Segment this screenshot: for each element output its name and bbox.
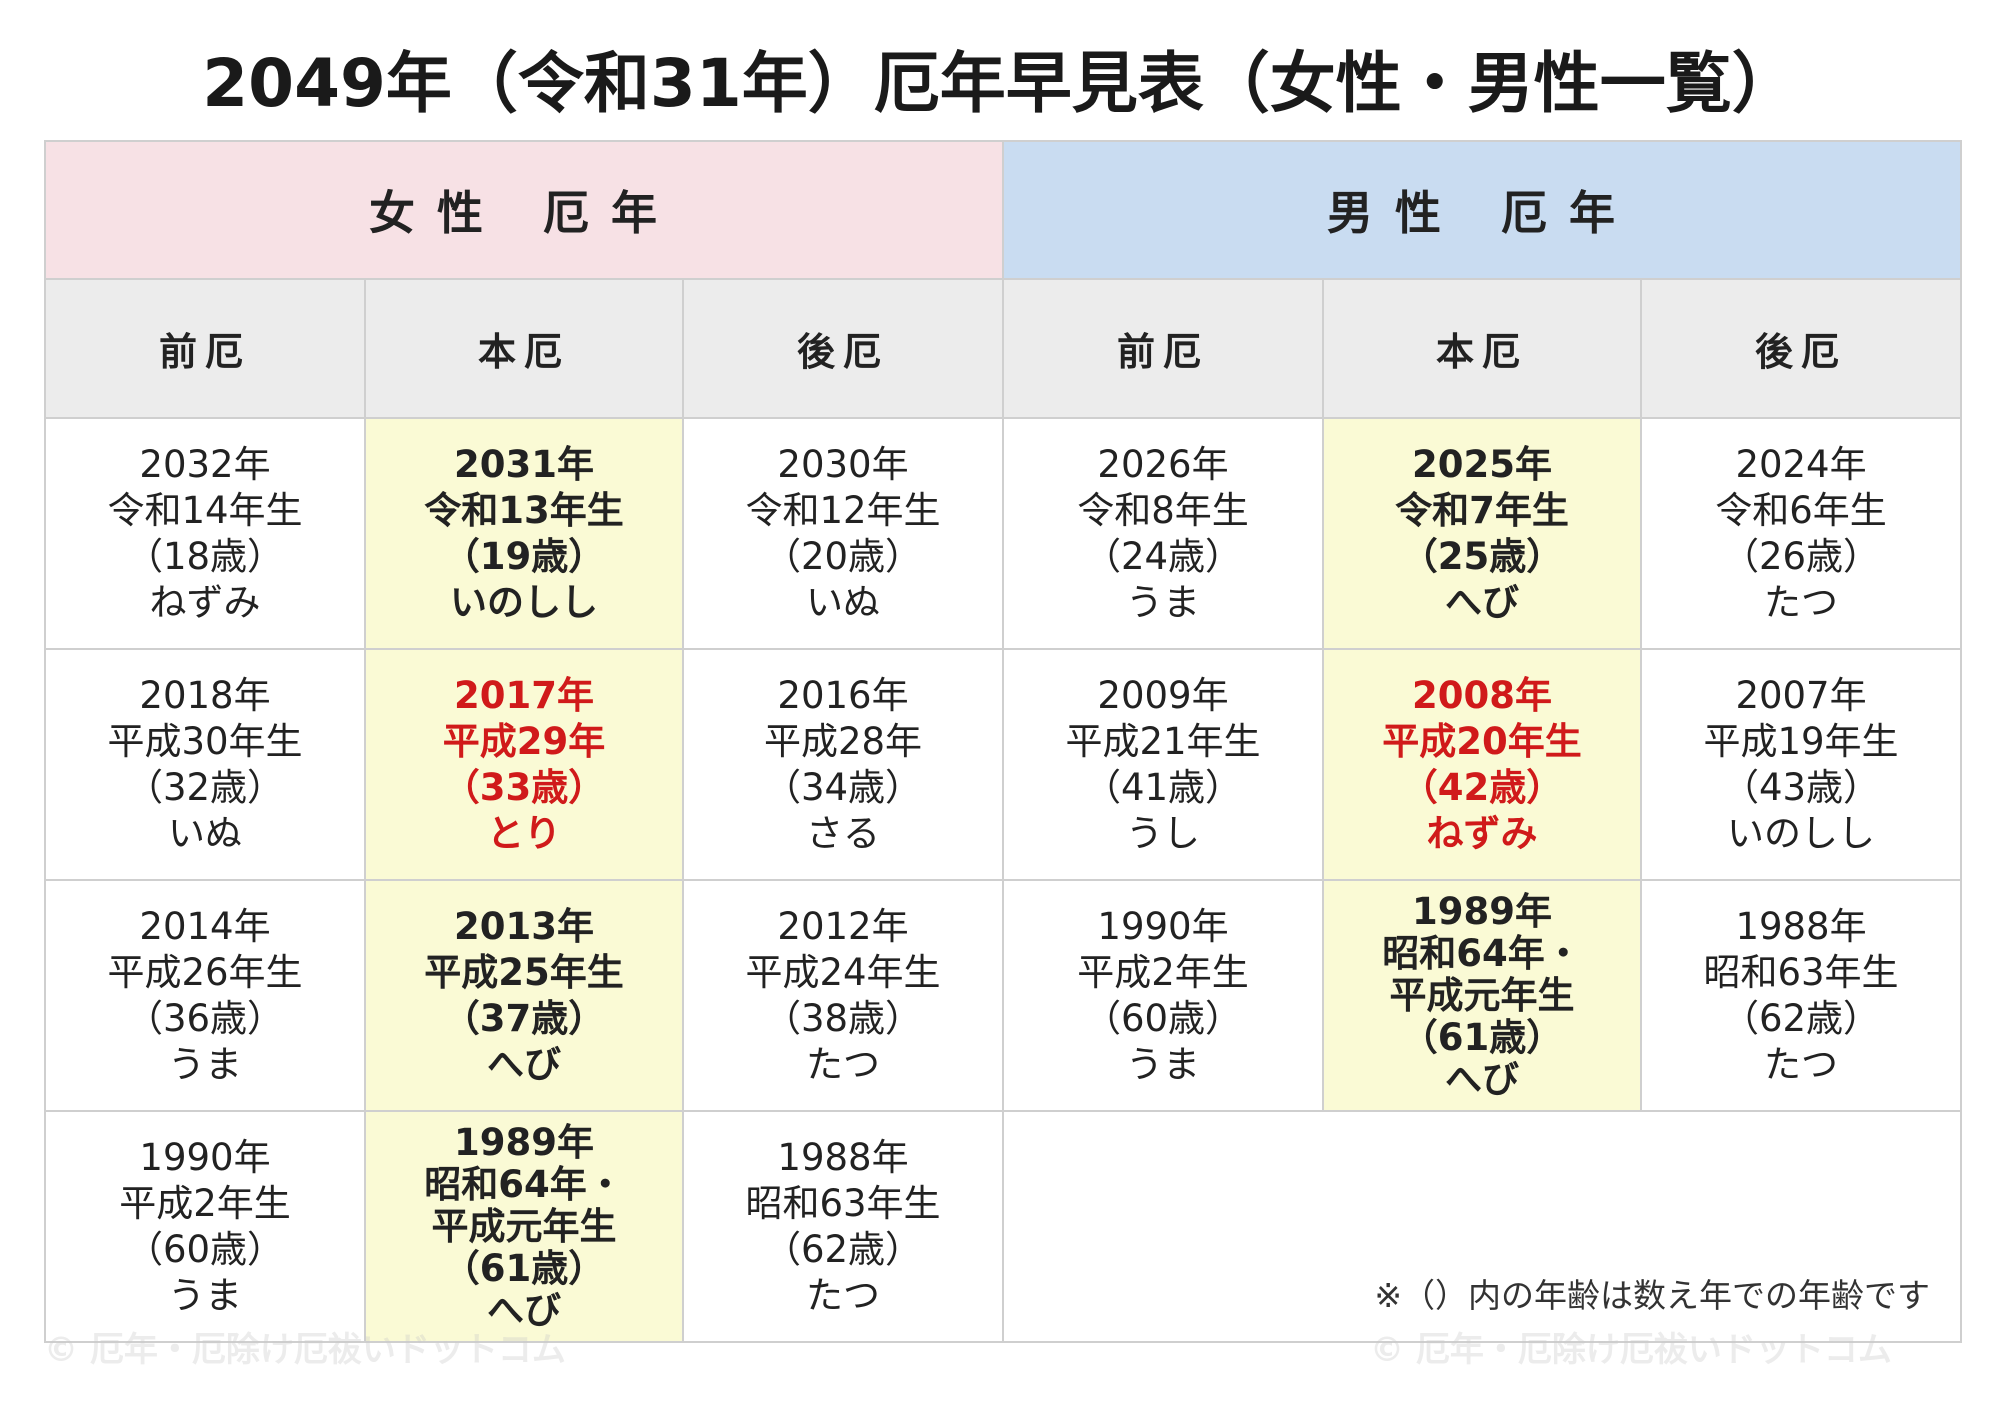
- table-cell-honyaku-highlight: 2008年 平成20年生 （42歳） ねずみ: [1322, 648, 1643, 881]
- col-header-male-maeyaku: 前厄: [1002, 278, 1325, 419]
- female-yakudoshi-header: 女性 厄年: [43, 140, 1005, 280]
- table-cell: 2012年 平成24年生 （38歳） たつ: [681, 879, 1005, 1112]
- col-header-female-maeyaku: 前厄: [44, 278, 366, 419]
- table-cell: 1988年 昭和63年生 （62歳） たつ: [681, 1110, 1005, 1343]
- table-cell-honyaku: 1989年 昭和64年・ 平成元年生 （61歳） へび: [1322, 879, 1643, 1112]
- table-cell: 2026年 令和8年生 （24歳） うま: [1002, 417, 1325, 650]
- col-header-female-honyaku: 本厄: [364, 278, 684, 419]
- table-cell-honyaku-highlight: 2017年 平成29年 （33歳） とり: [364, 648, 684, 881]
- table-cell: 2014年 平成26年生 （36歳） うま: [44, 879, 366, 1112]
- col-header-male-atoyaku: 後厄: [1640, 278, 1963, 419]
- table-cell: 2009年 平成21年生 （41歳） うし: [1002, 648, 1325, 881]
- col-header-female-atoyaku: 後厄: [681, 278, 1005, 419]
- table-row: 2014年 平成26年生 （36歳） うま 2013年 平成25年生 （37歳）…: [44, 879, 1963, 1112]
- col-header-male-honyaku: 本厄: [1322, 278, 1643, 419]
- watermark-left: © 厄年・厄除け厄祓いドットコム: [44, 1330, 566, 1370]
- yakudoshi-table: 女性 厄年 男性 厄年 前厄 本厄 後厄 前厄 本厄 後厄 2032年 令和14…: [43, 140, 1963, 1343]
- age-note: ※（）内の年齢は数え年での年齢です: [1374, 1276, 1931, 1315]
- table-row: 1990年 平成2年生 （60歳） うま 1989年 昭和64年・ 平成元年生 …: [44, 1110, 1963, 1343]
- table-cell: 2030年 令和12年生 （20歳） いぬ: [681, 417, 1005, 650]
- table-row: 2032年 令和14年生 （18歳） ねずみ 2031年 令和13年生 （19歳…: [44, 417, 1963, 650]
- page-title: 2049年（令和31年）厄年早見表（女性・男性一覧）: [202, 45, 1798, 122]
- table-cell: 2018年 平成30年生 （32歳） いぬ: [44, 648, 366, 881]
- watermark-right: © 厄年・厄除け厄祓いドットコム: [1370, 1330, 1892, 1370]
- table-cell-honyaku: 1989年 昭和64年・ 平成元年生 （61歳） へび: [364, 1110, 684, 1343]
- table-cell: 2024年 令和6年生 （26歳） たつ: [1640, 417, 1963, 650]
- note-cell: ※（）内の年齢は数え年での年齢です: [1002, 1110, 1963, 1343]
- table-cell: 1990年 平成2年生 （60歳） うま: [44, 1110, 366, 1343]
- table-cell: 2016年 平成28年 （34歳） さる: [681, 648, 1005, 881]
- table-cell: 2007年 平成19年生 （43歳） いのしし: [1640, 648, 1963, 881]
- table-cell-honyaku: 2013年 平成25年生 （37歳） へび: [364, 879, 684, 1112]
- table-cell: 1988年 昭和63年生 （62歳） たつ: [1640, 879, 1963, 1112]
- table-cell-honyaku: 2025年 令和7年生 （25歳） へび: [1322, 417, 1643, 650]
- table-cell: 1990年 平成2年生 （60歳） うま: [1002, 879, 1325, 1112]
- male-yakudoshi-header: 男性 厄年: [1002, 140, 1963, 280]
- table-cell: 2032年 令和14年生 （18歳） ねずみ: [44, 417, 366, 650]
- table-row: 2018年 平成30年生 （32歳） いぬ 2017年 平成29年 （33歳） …: [44, 648, 1963, 881]
- table-cell-honyaku: 2031年 令和13年生 （19歳） いのしし: [364, 417, 684, 650]
